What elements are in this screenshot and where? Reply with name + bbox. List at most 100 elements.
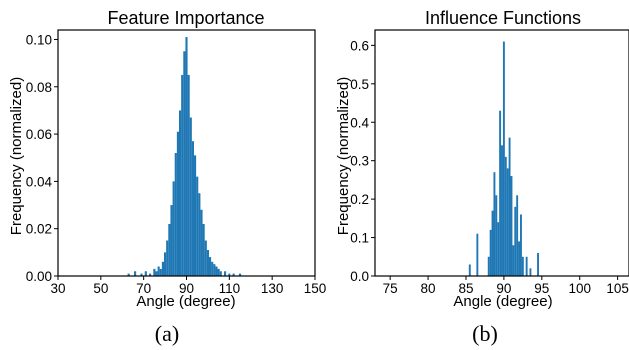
x-tick-label: 110 bbox=[219, 281, 241, 296]
histogram-bar bbox=[521, 256, 524, 276]
histogram-bar bbox=[238, 273, 242, 276]
y-tick-label: 0.08 bbox=[26, 80, 52, 95]
histogram-bar bbox=[516, 195, 519, 276]
chart-title: Feature Importance bbox=[107, 8, 264, 28]
y-tick-label: 0.6 bbox=[350, 38, 369, 53]
histogram-bar bbox=[223, 271, 227, 276]
bars bbox=[468, 41, 539, 277]
histogram-bar bbox=[166, 240, 169, 276]
histogram-bar bbox=[204, 240, 207, 276]
y-tick-label: 0.02 bbox=[26, 222, 52, 237]
y-tick-label: 0.1 bbox=[350, 231, 369, 246]
x-ticks: 75 80 85 90 95 100 105 bbox=[383, 276, 629, 296]
x-tick-label: 90 bbox=[179, 281, 194, 296]
histogram-bar bbox=[219, 271, 222, 276]
y-ticks: 0.0 0.1 0.2 0.3 0.4 0.5 0.6 bbox=[350, 38, 375, 284]
x-tick-label: 95 bbox=[534, 281, 549, 296]
y-tick-label: 0.2 bbox=[350, 192, 369, 207]
histogram-bar bbox=[134, 271, 137, 276]
y-tick-label: 0.5 bbox=[350, 77, 369, 92]
histogram-bar bbox=[489, 229, 492, 277]
histogram-bar bbox=[189, 117, 192, 277]
histogram-bar bbox=[525, 256, 528, 276]
panel-caption: (b) bbox=[472, 321, 498, 346]
histogram-bar bbox=[491, 210, 494, 276]
x-axis-label: Angle (degree) bbox=[453, 293, 552, 310]
histogram-bar bbox=[529, 268, 532, 276]
histogram-bar bbox=[520, 214, 522, 276]
panel-feature-importance: Feature Importance 30 50 70 90 110 130 150 0.0… bbox=[8, 8, 326, 346]
histogram-bar bbox=[495, 195, 498, 276]
histogram-bar bbox=[202, 223, 205, 276]
x-tick-label: 70 bbox=[136, 281, 151, 296]
histogram-bar bbox=[140, 273, 143, 276]
histogram-bar bbox=[157, 266, 160, 276]
y-tick-label: 0.00 bbox=[26, 269, 52, 284]
histogram-bar bbox=[179, 110, 182, 276]
x-tick-label: 30 bbox=[50, 281, 65, 296]
y-tick-label: 0.3 bbox=[350, 154, 369, 169]
y-tick-label: 0.04 bbox=[26, 174, 53, 189]
histogram-bar bbox=[149, 273, 152, 276]
histogram-bar bbox=[537, 252, 539, 276]
x-tick-label: 105 bbox=[606, 281, 629, 296]
histogram-bar bbox=[504, 156, 507, 276]
x-tick-label: 100 bbox=[568, 281, 591, 296]
histogram-bar bbox=[213, 264, 216, 276]
bars bbox=[127, 37, 242, 277]
histogram-bar bbox=[185, 37, 188, 276]
y-tick-label: 0.10 bbox=[26, 32, 52, 47]
histogram-bar bbox=[506, 168, 509, 277]
histogram-bar bbox=[501, 145, 503, 276]
histogram-bar bbox=[502, 41, 505, 276]
x-axis-label: Angle (degree) bbox=[136, 293, 235, 310]
histogram-bar bbox=[493, 172, 496, 276]
x-tick-label: 85 bbox=[458, 281, 473, 296]
histogram-bar bbox=[232, 273, 235, 276]
x-ticks: 30 50 70 90 110 130 150 bbox=[50, 276, 326, 296]
histogram-bar bbox=[172, 181, 175, 276]
histogram-bar bbox=[153, 268, 156, 276]
histogram-bar bbox=[183, 51, 186, 276]
histogram-bar bbox=[497, 222, 500, 276]
histogram-bar bbox=[514, 206, 517, 276]
histogram-bar bbox=[512, 245, 515, 276]
y-tick-label: 0.4 bbox=[350, 115, 369, 130]
histogram-bar bbox=[168, 223, 171, 276]
histogram-bar bbox=[159, 268, 162, 276]
x-tick-label: 75 bbox=[383, 281, 398, 296]
histogram-bar bbox=[176, 131, 179, 276]
chart-title: Influence Functions bbox=[425, 8, 581, 28]
histogram-bar bbox=[217, 268, 220, 276]
histogram-bar bbox=[508, 137, 511, 277]
x-tick-label: 80 bbox=[421, 281, 436, 296]
histogram-bar bbox=[208, 257, 212, 276]
y-axis-label: Frequency (normalized) bbox=[8, 77, 25, 235]
panel-caption: (a) bbox=[155, 321, 179, 346]
x-tick-label: 130 bbox=[261, 281, 284, 296]
histogram-bar bbox=[187, 74, 190, 276]
histogram-bar bbox=[518, 241, 521, 276]
x-tick-label: 150 bbox=[304, 281, 327, 296]
histogram-bar bbox=[170, 205, 173, 276]
histogram-bar bbox=[164, 252, 167, 276]
histogram-bar bbox=[510, 176, 513, 276]
panel-influence-functions: Influence Functions 75 80 85 90 95 100 105 0.0… bbox=[335, 8, 629, 346]
y-tick-label: 0.06 bbox=[26, 127, 52, 142]
plot-frame bbox=[374, 29, 629, 277]
histogram-bar bbox=[196, 176, 199, 276]
histogram-bar bbox=[198, 193, 201, 276]
y-ticks: 0.00 0.02 0.04 0.06 0.08 0.10 bbox=[26, 32, 58, 284]
histogram-bar bbox=[499, 110, 502, 276]
histogram-bar bbox=[476, 233, 479, 276]
histogram-bar bbox=[487, 256, 490, 276]
y-axis-label: Frequency (normalized) bbox=[335, 77, 352, 235]
histogram-bar bbox=[181, 74, 184, 276]
histogram-bar bbox=[161, 261, 165, 276]
x-tick-label: 90 bbox=[496, 281, 511, 296]
histogram-bar bbox=[206, 249, 209, 276]
histogram-bar bbox=[215, 266, 218, 276]
histogram-bar bbox=[144, 271, 147, 276]
histogram-bar bbox=[211, 261, 214, 276]
